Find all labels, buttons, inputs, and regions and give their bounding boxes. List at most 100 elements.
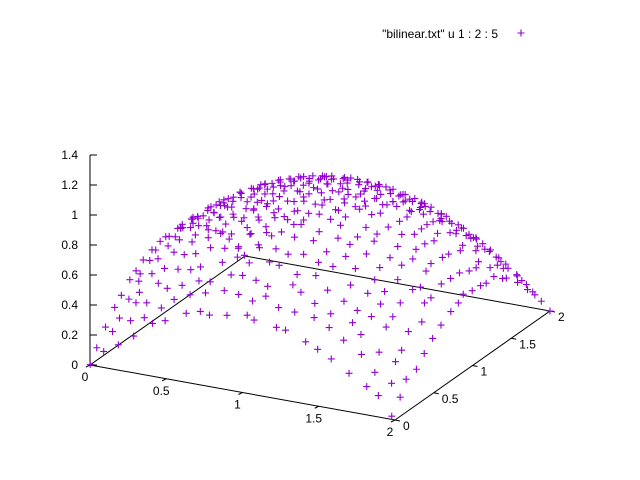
data-point bbox=[195, 277, 203, 285]
data-point bbox=[330, 175, 338, 183]
data-point bbox=[395, 192, 403, 200]
y-tick-label: 0 bbox=[403, 419, 410, 433]
data-point bbox=[253, 198, 261, 206]
data-point bbox=[438, 218, 446, 226]
data-point bbox=[135, 288, 143, 296]
data-point bbox=[305, 177, 313, 185]
data-point bbox=[401, 197, 409, 205]
data-point bbox=[220, 199, 228, 207]
data-point bbox=[192, 250, 200, 258]
data-point bbox=[315, 258, 323, 266]
data-point bbox=[361, 197, 369, 205]
y-tick-mark bbox=[433, 392, 439, 395]
data-point bbox=[327, 355, 335, 363]
data-point bbox=[165, 232, 173, 240]
data-point bbox=[195, 222, 203, 230]
data-point bbox=[140, 314, 148, 322]
data-point bbox=[415, 206, 423, 214]
data-point bbox=[446, 229, 454, 237]
data-point bbox=[202, 289, 210, 297]
data-point bbox=[132, 267, 140, 275]
data-point bbox=[504, 264, 512, 272]
data-point bbox=[429, 218, 437, 226]
data-point bbox=[248, 297, 256, 305]
data-point bbox=[221, 244, 229, 252]
data-point bbox=[429, 334, 437, 342]
data-point bbox=[332, 206, 340, 214]
data-point bbox=[448, 219, 456, 227]
data-point bbox=[513, 271, 521, 279]
z-tick-label: 0 bbox=[71, 358, 78, 372]
data-point bbox=[280, 187, 288, 195]
x-tick-mark bbox=[238, 392, 243, 395]
legend-label: "bilinear.txt" u 1 : 2 : 5 bbox=[382, 27, 498, 41]
data-point bbox=[271, 214, 279, 222]
data-point bbox=[502, 260, 510, 268]
data-point bbox=[462, 232, 470, 240]
data-point bbox=[377, 190, 385, 198]
data-point bbox=[136, 270, 144, 278]
data-point bbox=[354, 233, 362, 241]
data-point bbox=[357, 350, 365, 358]
data-point bbox=[422, 267, 430, 275]
data-point bbox=[280, 213, 288, 221]
data-point bbox=[383, 201, 391, 209]
data-point bbox=[146, 256, 154, 264]
data-point bbox=[170, 295, 178, 303]
data-point bbox=[427, 260, 435, 268]
data-point bbox=[157, 304, 165, 312]
data-point bbox=[377, 300, 385, 308]
data-point bbox=[387, 190, 395, 198]
data-point bbox=[266, 258, 274, 266]
data-point bbox=[199, 212, 207, 220]
data-point bbox=[394, 276, 402, 284]
data-point bbox=[502, 274, 510, 282]
data-point bbox=[531, 291, 539, 299]
data-point bbox=[362, 223, 370, 231]
data-point bbox=[403, 213, 411, 221]
data-point bbox=[276, 178, 284, 186]
data-point bbox=[412, 245, 420, 253]
data-point bbox=[339, 184, 347, 192]
data-point bbox=[235, 290, 243, 298]
data-point bbox=[210, 208, 218, 216]
data-point bbox=[229, 210, 237, 218]
data-point bbox=[229, 197, 237, 205]
data-point bbox=[171, 233, 179, 241]
data-point bbox=[524, 286, 532, 294]
data-point bbox=[409, 255, 417, 263]
data-point bbox=[481, 245, 489, 253]
z-tick-label: 1 bbox=[71, 208, 78, 222]
z-tick-label: 0.4 bbox=[61, 298, 78, 312]
data-point bbox=[342, 252, 350, 260]
data-point bbox=[418, 318, 426, 326]
data-point bbox=[108, 328, 116, 336]
data-point bbox=[191, 231, 199, 239]
data-point bbox=[412, 365, 420, 373]
data-point bbox=[127, 317, 135, 325]
data-point bbox=[391, 358, 399, 366]
data-point bbox=[472, 264, 480, 272]
data-point bbox=[323, 180, 331, 188]
data-point bbox=[188, 238, 196, 246]
data-point bbox=[130, 332, 138, 340]
data-point bbox=[305, 209, 313, 217]
data-point bbox=[485, 248, 493, 256]
data-point bbox=[437, 210, 445, 218]
data-point bbox=[206, 278, 214, 286]
data-point bbox=[204, 226, 212, 234]
data-point bbox=[337, 221, 345, 229]
data-point bbox=[409, 286, 417, 294]
data-point bbox=[357, 331, 365, 339]
data-point bbox=[222, 220, 230, 228]
data-point bbox=[336, 180, 344, 188]
data-point bbox=[164, 242, 172, 250]
data-point bbox=[178, 220, 186, 228]
x-tick-mark bbox=[390, 419, 396, 423]
data-point bbox=[275, 261, 283, 269]
data-point bbox=[269, 190, 277, 198]
data-point bbox=[311, 299, 319, 307]
data-point bbox=[212, 201, 220, 209]
data-point bbox=[339, 175, 347, 183]
